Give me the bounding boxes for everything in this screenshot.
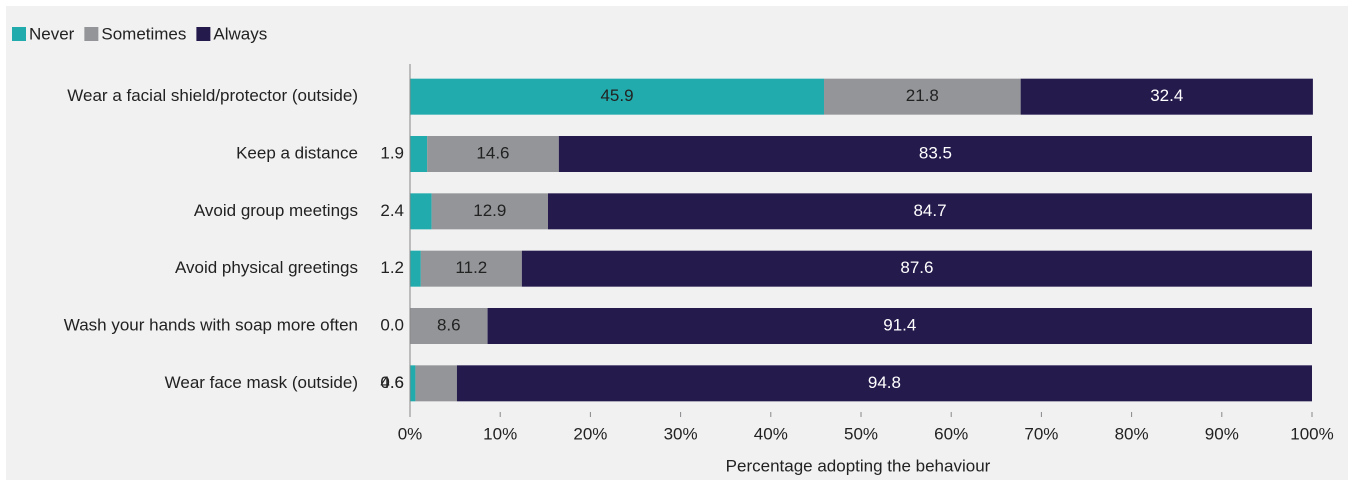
data-label: 11.2	[455, 258, 487, 277]
y-tick-label: Wear face mask (outside)	[165, 373, 358, 392]
bar-segment	[521, 250, 1312, 287]
x-tick-label: 20%	[573, 424, 607, 443]
y-tick-label: Wear a facial shield/protector (outside)	[67, 86, 358, 105]
data-label: 87.6	[900, 258, 933, 277]
x-tick-label: 0%	[398, 424, 423, 443]
data-label: 2.4	[380, 201, 404, 220]
bar-segment	[410, 78, 825, 115]
bar-segment	[410, 136, 428, 172]
bar-segment	[548, 193, 1312, 230]
legend-label: Always	[213, 24, 267, 43]
x-tick-label: 100%	[1290, 424, 1333, 443]
bar-segment	[558, 136, 1312, 172]
x-tick-label: 90%	[1205, 424, 1239, 443]
data-label: 91.4	[883, 315, 916, 334]
data-label: 45.9	[600, 86, 633, 105]
legend-swatch	[196, 27, 211, 41]
bar-segment	[410, 193, 432, 230]
x-tick-label: 40%	[754, 424, 788, 443]
data-label: 21.8	[906, 86, 939, 105]
bar-segment	[410, 308, 488, 344]
bar-segment	[487, 308, 1312, 344]
data-label: 83.5	[919, 143, 952, 162]
x-tick-label: 70%	[1024, 424, 1058, 443]
x-tick-label: 60%	[934, 424, 968, 443]
data-label: 14.6	[476, 143, 509, 162]
data-label: 84.7	[913, 201, 946, 220]
bar-segment	[410, 365, 416, 402]
x-tick-label: 80%	[1115, 424, 1149, 443]
bar-segment	[415, 365, 457, 402]
y-tick-label: Wash your hands with soap more often	[64, 315, 358, 334]
bar-segment	[431, 193, 549, 230]
legend-label: Never	[29, 24, 75, 43]
y-tick-label: Avoid group meetings	[194, 201, 358, 220]
data-label: 1.2	[380, 258, 404, 277]
bar-segment	[824, 78, 1021, 115]
x-axis-title: Percentage adopting the behaviour	[726, 456, 991, 475]
bar-segment	[427, 136, 559, 172]
data-label: 94.8	[868, 373, 901, 392]
legend-swatch	[12, 27, 26, 41]
x-tick-label: 10%	[483, 424, 517, 443]
data-label: 0.0	[380, 315, 404, 334]
y-tick-label: Keep a distance	[236, 143, 358, 162]
y-tick-label: Avoid physical greetings	[175, 258, 358, 277]
legend-label: Sometimes	[101, 24, 186, 43]
data-label: 12.9	[473, 201, 506, 220]
data-label: 4.6	[380, 373, 404, 392]
x-tick-label: 30%	[664, 424, 698, 443]
data-label: 1.9	[380, 143, 404, 162]
bar-segment	[1020, 78, 1313, 115]
data-label: 0.6	[380, 373, 404, 392]
bar-segment	[410, 250, 421, 287]
data-label: 32.4	[1150, 86, 1183, 105]
legend-swatch	[84, 27, 99, 41]
bar-segment	[456, 365, 1312, 402]
background	[6, 6, 1348, 480]
bar-segment	[420, 250, 522, 287]
x-tick-label: 50%	[844, 424, 878, 443]
data-label: 8.6	[437, 315, 461, 334]
